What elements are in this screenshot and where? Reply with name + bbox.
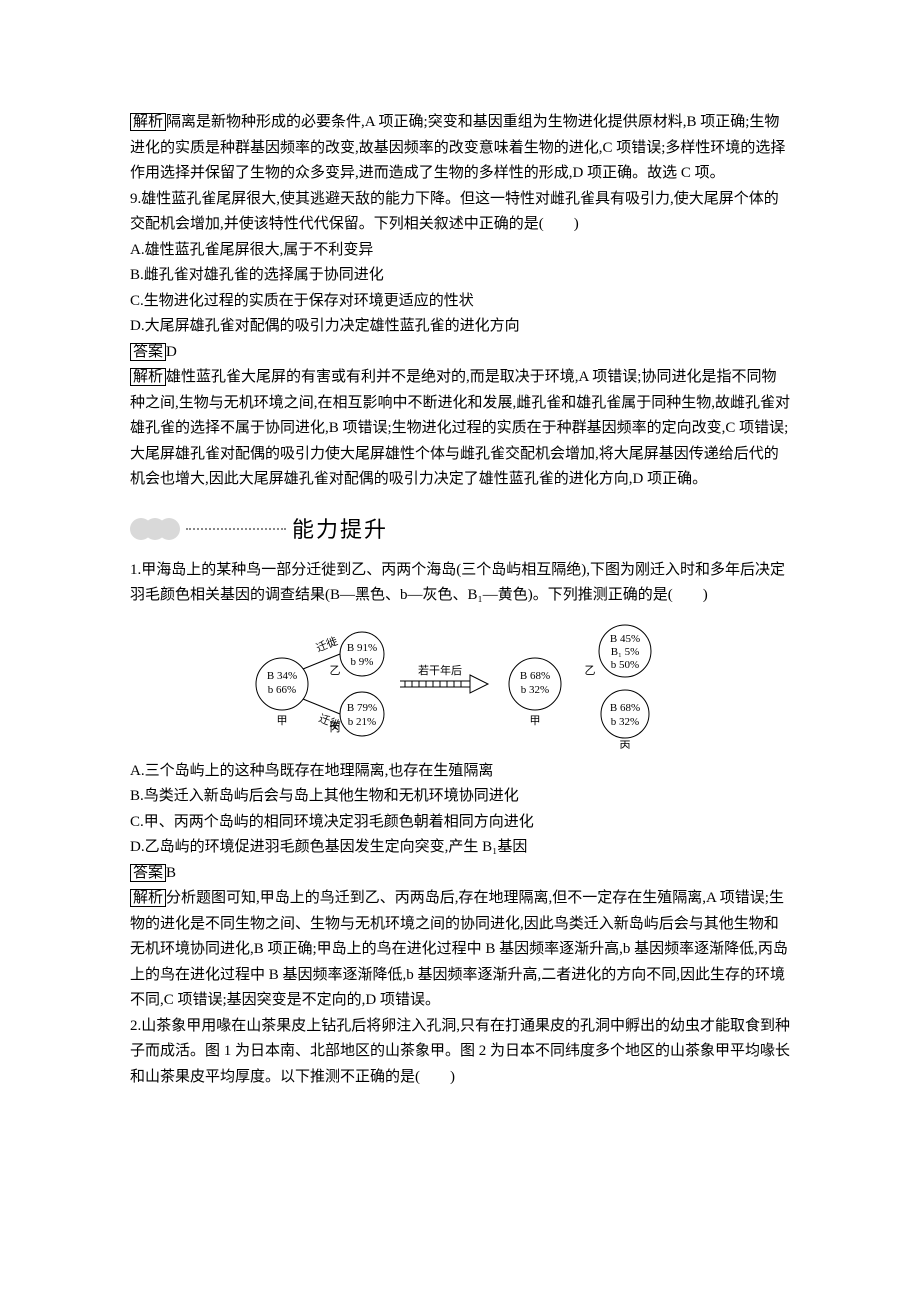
q1-explanation: 解析分析题图可知,甲岛上的鸟迁到乙、丙两岛后,存在地理隔离,但不一定存在生殖隔离… xyxy=(130,886,790,1014)
q9-answer: D xyxy=(166,344,177,360)
svg-text:B 45%: B 45% xyxy=(610,633,640,645)
svg-text:b 32%: b 32% xyxy=(521,684,549,696)
q9-answer-line: 答案D xyxy=(130,340,790,366)
explain-label: 解析 xyxy=(130,368,166,386)
svg-text:若干年后: 若干年后 xyxy=(418,663,462,677)
svg-text:B 79%: B 79% xyxy=(347,702,377,714)
q9-option-c: C.生物进化过程的实质在于保存对环境更适应的性状 xyxy=(130,289,790,315)
q9-stem: 9.雄性蓝孔雀尾屏很大,使其逃避天敌的能力下降。但这一特性对雌孔雀具有吸引力,使… xyxy=(130,187,790,238)
svg-text:乙: 乙 xyxy=(330,664,341,677)
svg-text:b 66%: b 66% xyxy=(268,684,296,696)
section-header: 能力提升 xyxy=(130,511,790,548)
q9-option-d: D.大尾屏雄孔雀对配偶的吸引力决定雄性蓝孔雀的进化方向 xyxy=(130,314,790,340)
svg-text:B 68%: B 68% xyxy=(520,670,550,682)
q1-option-b: B.鸟类迁入新岛屿后会与岛上其他生物和无机环境协同进化 xyxy=(130,784,790,810)
svg-text:B₁ 5%: B₁ 5% xyxy=(611,646,640,658)
svg-text:B 34%: B 34% xyxy=(267,670,297,682)
svg-text:乙: 乙 xyxy=(585,664,596,677)
section-title: 能力提升 xyxy=(292,511,388,548)
q1-answer-line: 答案B xyxy=(130,861,790,887)
svg-text:丙: 丙 xyxy=(620,740,631,749)
svg-text:b 32%: b 32% xyxy=(611,716,639,728)
svg-text:B 68%: B 68% xyxy=(610,702,640,714)
svg-text:b 21%: b 21% xyxy=(348,716,376,728)
q1-explain-text: 分析题图可知,甲岛上的鸟迁到乙、丙两岛后,存在地理隔离,但不一定存在生殖隔离,A… xyxy=(130,890,788,1008)
q1-option-c: C.甲、丙两个岛屿的相同环境决定羽毛颜色朝着相同方向进化 xyxy=(130,810,790,836)
q9-explanation: 解析雄性蓝孔雀大尾屏的有害或有利并不是绝对的,而是取决于环境,A 项错误;协同进… xyxy=(130,365,790,493)
q1-option-a: A.三个岛屿上的这种鸟既存在地理隔离,也存在生殖隔离 xyxy=(130,759,790,785)
q1-stem: 1.甲海岛上的某种鸟一部分迁徙到乙、丙两个海岛(三个岛屿相互隔绝),下图为刚迁入… xyxy=(130,558,790,609)
answer-label: 答案 xyxy=(130,343,166,361)
svg-text:B 91%: B 91% xyxy=(347,642,377,654)
svg-text:b 50%: b 50% xyxy=(611,659,639,671)
explain-text: 隔离是新物种形成的必要条件,A 项正确;突变和基因重组为生物进化提供原材料,B … xyxy=(130,114,785,181)
dots-icon xyxy=(130,518,172,540)
svg-text:b 9%: b 9% xyxy=(351,656,374,668)
q1-option-d: D.乙岛屿的环境促进羽毛颜色基因发生定向突变,产生 B₁基因 xyxy=(130,835,790,861)
q9-option-a: A.雄性蓝孔雀尾屏很大,属于不利变异 xyxy=(130,238,790,264)
dotted-divider xyxy=(186,528,286,530)
explain-label: 解析 xyxy=(130,889,166,907)
svg-text:甲: 甲 xyxy=(530,715,541,727)
q9-option-b: B.雌孔雀对雄孔雀的选择属于协同进化 xyxy=(130,263,790,289)
q9-explain-text: 雄性蓝孔雀大尾屏的有害或有利并不是绝对的,而是取决于环境,A 项错误;协同进化是… xyxy=(130,369,790,487)
q1-figure: B 34% b 66% 甲 B 91% b 9% 乙 B 79% b 21% 丙… xyxy=(130,619,790,749)
q2-stem: 2.山茶象甲用喙在山茶果皮上钻孔后将卵注入孔洞,只有在打通果皮的孔洞中孵出的幼虫… xyxy=(130,1014,790,1091)
answer-label: 答案 xyxy=(130,864,166,882)
explain-label: 解析 xyxy=(130,113,166,131)
svg-text:迁徙: 迁徙 xyxy=(314,634,339,654)
explanation-paragraph: 解析隔离是新物种形成的必要条件,A 项正确;突变和基因重组为生物进化提供原材料,… xyxy=(130,110,790,187)
svg-text:甲: 甲 xyxy=(277,715,288,727)
q1-answer: B xyxy=(166,865,176,881)
